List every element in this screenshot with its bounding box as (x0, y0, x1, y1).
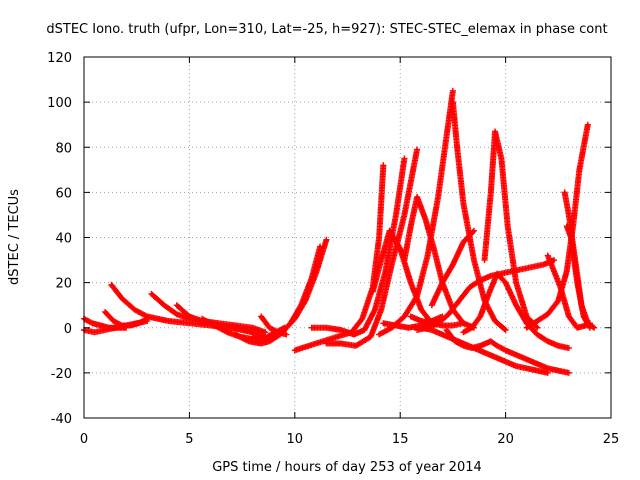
series-arc-23 (428, 227, 477, 309)
y-tick-label: 40 (55, 232, 72, 247)
data-point (534, 324, 541, 331)
x-tick-label: 0 (80, 432, 88, 447)
y-tick-label: -40 (51, 412, 72, 427)
x-tick-label: 15 (392, 432, 409, 447)
series-arc-3 (102, 308, 151, 329)
series-arc-21 (443, 327, 572, 376)
y-tick-label: 60 (55, 186, 72, 201)
series-arc-22 (414, 257, 558, 334)
data-point (584, 121, 591, 128)
y-axis-label: dSTEC / TECUs (7, 189, 22, 285)
x-tick-label: 10 (287, 432, 304, 447)
chart-title: dSTEC Iono. truth (ufpr, Lon=310, Lat=-2… (46, 22, 607, 37)
series-arc-20 (418, 324, 551, 376)
y-tick-label: -20 (51, 367, 72, 382)
y-tick-label: 120 (47, 51, 72, 66)
data-point (449, 87, 456, 94)
series-arc-29 (563, 223, 593, 331)
series-arc-19 (407, 313, 477, 331)
y-tick-label: 100 (47, 96, 72, 111)
data-point (586, 323, 593, 330)
y-tick-label: 0 (64, 322, 72, 337)
data-point (501, 326, 508, 333)
data-point (380, 162, 387, 169)
series-arc-17 (376, 87, 456, 338)
data-point (470, 227, 477, 234)
y-tick-label: 20 (55, 277, 72, 292)
data-point (586, 324, 593, 331)
data-point (283, 331, 290, 338)
data-point (502, 327, 509, 334)
data-points (81, 87, 598, 376)
data-point (469, 228, 476, 235)
data-point (414, 146, 421, 153)
series-arc-6 (173, 302, 269, 336)
series-arc-24 (460, 270, 572, 352)
x-axis-label: GPS time / hours of day 253 of year 2014 (212, 460, 482, 475)
data-point (565, 345, 572, 352)
series-arc-13 (323, 146, 421, 349)
series-arc-5 (148, 290, 269, 340)
series-arc-9 (249, 236, 330, 343)
axis-ticks: 0 5 10 15 20 25 -40 -20 0 20 40 60 80 100 120 (47, 51, 619, 447)
y-tick-label: 80 (55, 141, 72, 156)
data-point (401, 155, 408, 162)
data-point (396, 244, 403, 251)
series-arc-11 (291, 162, 387, 354)
data-point (565, 369, 572, 376)
series-arc-27 (544, 252, 593, 331)
series-arc-25 (481, 128, 541, 331)
x-tick-label: 20 (497, 432, 514, 447)
x-tick-label: 25 (603, 432, 620, 447)
data-point (323, 236, 330, 243)
series-arc-16 (401, 193, 467, 327)
data-point (262, 329, 269, 336)
series-arc-10 (258, 313, 290, 338)
x-tick-label: 5 (185, 432, 193, 447)
